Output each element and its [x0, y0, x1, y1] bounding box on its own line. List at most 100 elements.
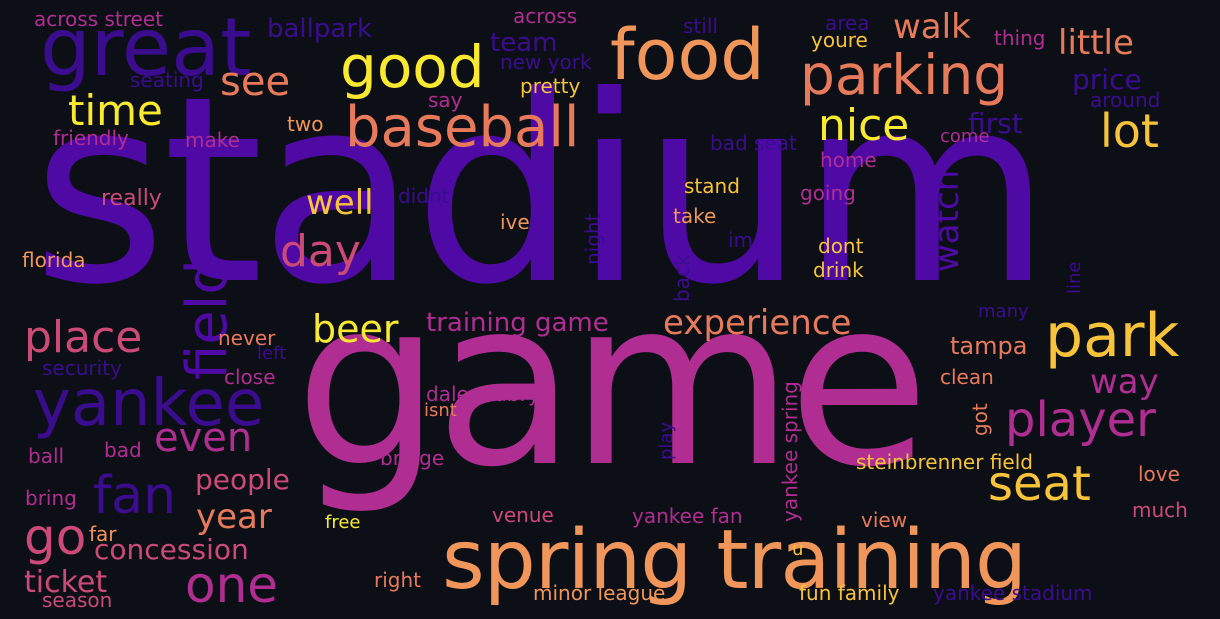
- word-see: see: [220, 59, 291, 105]
- word-go: go: [24, 508, 87, 566]
- word-home: home: [820, 148, 877, 172]
- word-food: food: [610, 14, 765, 96]
- word-come: come: [940, 126, 990, 147]
- word-clean: clean: [940, 365, 994, 389]
- word-park: park: [1045, 301, 1180, 371]
- word-line: line: [1064, 261, 1085, 294]
- word-player: player: [1005, 392, 1156, 448]
- word-night: night: [581, 213, 605, 265]
- word-beer: beer: [312, 307, 399, 351]
- word-thing: thing: [994, 26, 1046, 50]
- word-around: around: [1090, 88, 1161, 112]
- word-stadium: stadium: [32, 41, 1052, 341]
- word-going: going: [800, 181, 856, 205]
- word-two: two: [287, 112, 324, 136]
- word-much: much: [1132, 498, 1188, 522]
- word-across-street: across street: [34, 7, 163, 31]
- word-even: even: [154, 415, 253, 461]
- word-first: first: [968, 107, 1023, 140]
- word-watch: watch: [927, 169, 967, 272]
- word-ball: ball: [28, 444, 65, 468]
- word-friendly: friendly: [53, 126, 129, 150]
- word-ive: ive: [500, 210, 530, 234]
- word-bridge: bridge: [380, 446, 445, 470]
- word-fun-family: fun family: [799, 581, 900, 605]
- word-still: still: [683, 14, 718, 38]
- word-people: people: [195, 463, 290, 496]
- word-bring: bring: [25, 486, 77, 510]
- word-area: area: [825, 11, 870, 35]
- word-really: really: [101, 186, 162, 211]
- word-year: year: [196, 497, 272, 537]
- word-take: take: [673, 204, 717, 228]
- word-seating: seating: [130, 68, 204, 92]
- word-baseball: baseball: [345, 95, 580, 160]
- word-little: little: [1058, 23, 1134, 63]
- word-steinbrenner-field: steinbrenner field: [856, 450, 1033, 474]
- word-parking: parking: [800, 43, 1009, 107]
- word-view: view: [861, 508, 908, 532]
- word-concession: concession: [94, 533, 249, 566]
- word-stand: stand: [684, 174, 740, 198]
- word-dale-mabry: dale mabry: [426, 382, 540, 406]
- word-seat: seat: [988, 456, 1091, 512]
- word-youre: youre: [811, 28, 868, 52]
- word-never: never: [218, 326, 276, 350]
- word-walk: walk: [893, 7, 971, 47]
- word-lot: lot: [1100, 104, 1159, 158]
- word-make: make: [185, 128, 240, 152]
- word-yankee: yankee: [33, 367, 265, 441]
- word-close: close: [224, 365, 276, 389]
- word-one: one: [185, 556, 279, 614]
- word-love: love: [1138, 462, 1180, 486]
- word-game: game: [295, 251, 929, 518]
- word-dont: dont: [818, 234, 864, 258]
- word-training-game: training game: [426, 308, 609, 338]
- word-ballpark: ballpark: [267, 14, 373, 44]
- word-day: day: [280, 226, 361, 277]
- word-venue: venue: [492, 503, 554, 527]
- word-well: well: [306, 183, 374, 223]
- word-yankee-fan: yankee fan: [632, 504, 743, 528]
- word-place: place: [24, 312, 143, 363]
- word-new-york: new york: [500, 50, 592, 74]
- word-many: many: [978, 301, 1029, 322]
- word-didnt: didnt: [398, 184, 450, 208]
- word-florida: florida: [22, 248, 86, 272]
- word-isnt: isnt: [424, 400, 457, 421]
- word-right: right: [374, 568, 421, 592]
- word-security: security: [42, 356, 122, 380]
- word-minor-league: minor league: [533, 581, 666, 605]
- word-spring-training: spring training: [442, 513, 1027, 608]
- word-experience: experience: [663, 303, 852, 343]
- word-yankee-spring: yankee spring: [778, 381, 802, 522]
- word-season: season: [42, 588, 113, 612]
- word-yankee-stadium: yankee stadium: [933, 581, 1093, 605]
- word-team: team: [490, 28, 558, 58]
- word-far: far: [89, 522, 117, 546]
- word-time: time: [68, 86, 163, 135]
- word-free: free: [325, 512, 361, 533]
- word-price: price: [1072, 63, 1142, 96]
- word-field: field: [175, 259, 240, 380]
- word-fan: fan: [93, 466, 177, 526]
- word-way: way: [1090, 362, 1159, 402]
- word-bad: bad: [104, 438, 142, 462]
- word-say: say: [428, 88, 463, 112]
- word-great: great: [40, 1, 252, 94]
- word-tampa: tampa: [950, 332, 1028, 360]
- word-u: u: [792, 539, 804, 560]
- word-got: got: [968, 403, 992, 436]
- word-back: back: [670, 254, 694, 302]
- word-good: good: [340, 33, 485, 101]
- word-im: im: [728, 228, 754, 252]
- word-pretty: pretty: [520, 74, 581, 98]
- word-bad-seat: bad seat: [710, 131, 797, 155]
- word-left: left: [257, 343, 287, 364]
- word-across: across: [513, 4, 578, 28]
- word-play: play: [656, 421, 677, 460]
- word-nice: nice: [818, 100, 910, 151]
- word-ticket: ticket: [24, 565, 108, 600]
- word-drink: drink: [813, 258, 864, 282]
